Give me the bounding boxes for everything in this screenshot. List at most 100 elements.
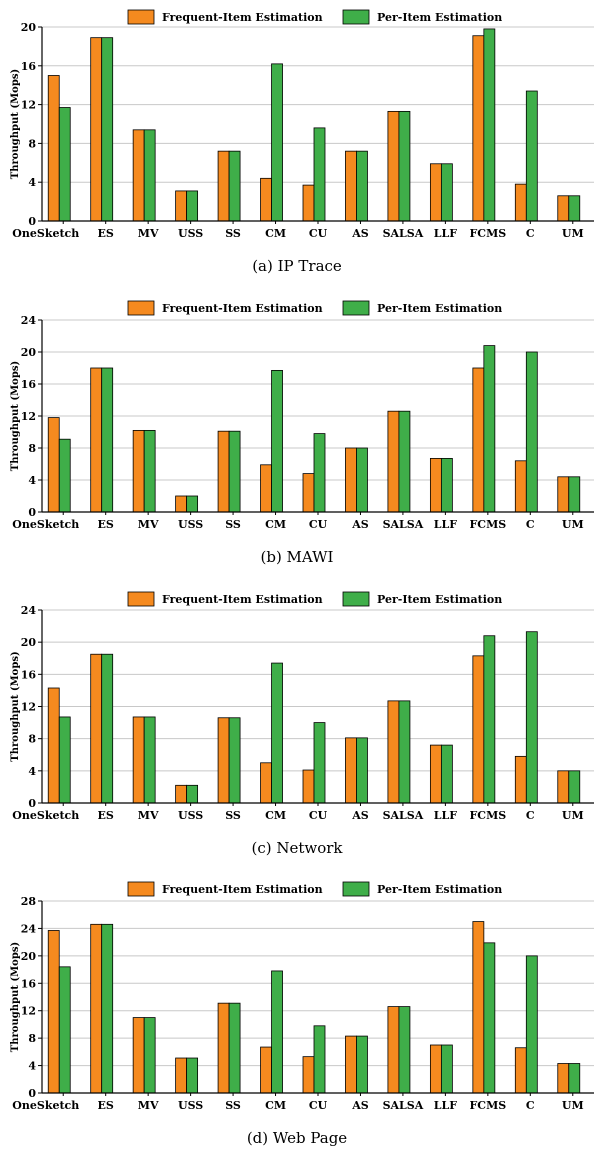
bar xyxy=(387,700,400,804)
y-tick-label: 20 xyxy=(21,636,37,649)
bar xyxy=(47,75,60,222)
bar xyxy=(228,150,241,222)
x-tick-label: SS xyxy=(225,809,241,822)
legend-swatch xyxy=(342,591,370,607)
bar xyxy=(217,150,230,222)
bar xyxy=(514,183,527,222)
y-tick-label: 4 xyxy=(28,176,36,189)
bar xyxy=(132,716,145,804)
y-tick-label: 8 xyxy=(28,733,36,746)
bar xyxy=(525,631,538,804)
x-tick-label: MV xyxy=(138,518,159,531)
bar xyxy=(440,1044,453,1094)
x-tick-label: SS xyxy=(225,1099,241,1112)
y-tick-label: 12 xyxy=(21,99,36,112)
bar xyxy=(101,37,114,222)
bar xyxy=(356,1035,368,1094)
bar xyxy=(387,110,400,222)
bar xyxy=(217,430,230,513)
bar xyxy=(568,195,581,222)
bar xyxy=(345,447,357,513)
bar xyxy=(398,1006,411,1094)
x-tick-label: FCMS xyxy=(470,1099,507,1112)
x-tick-label: SALSA xyxy=(383,518,424,531)
x-tick-label: FCMS xyxy=(470,809,507,822)
bar xyxy=(90,37,103,222)
bar xyxy=(345,1035,357,1094)
x-tick-label: ES xyxy=(98,809,114,822)
chart-caption: (c) Network xyxy=(251,839,343,857)
x-tick-label: LLF xyxy=(434,227,457,240)
bar xyxy=(271,63,283,222)
legend-swatch xyxy=(342,881,370,897)
x-tick-label: ES xyxy=(98,1099,114,1112)
y-tick-label: 24 xyxy=(21,922,37,935)
y-tick-label: 0 xyxy=(28,797,36,810)
x-tick-label: LLF xyxy=(434,809,457,822)
x-tick-label: CU xyxy=(309,809,328,822)
x-tick-label: MV xyxy=(138,227,159,240)
bar xyxy=(483,942,496,1094)
bar xyxy=(58,716,71,804)
x-tick-label: UM xyxy=(562,1099,584,1112)
x-tick-label: CU xyxy=(309,227,328,240)
y-tick-label: 16 xyxy=(21,977,37,990)
bar xyxy=(101,653,114,804)
bar xyxy=(440,457,453,513)
x-tick-label: AS xyxy=(351,518,369,531)
chart-panel: 0 4 8 12 16 20 OneSketch ES MV USS SS CM CU AS SALSA LL… xyxy=(10,9,594,275)
x-tick-label: UM xyxy=(562,518,584,531)
bar xyxy=(557,770,570,804)
bar xyxy=(228,717,241,804)
y-axis-label: Throughput (Mops) xyxy=(10,361,21,471)
bar xyxy=(260,762,272,804)
y-axis-label: Throughput (Mops) xyxy=(10,69,21,179)
bar xyxy=(101,367,114,513)
bar xyxy=(387,410,400,513)
x-tick-label: UM xyxy=(562,227,584,240)
bar xyxy=(313,1025,326,1094)
bar xyxy=(525,955,538,1094)
y-tick-label: 28 xyxy=(21,895,37,908)
bar xyxy=(302,1056,315,1094)
bar xyxy=(525,90,538,222)
bar xyxy=(356,447,368,513)
chart-caption: (a) IP Trace xyxy=(252,257,342,275)
x-tick-label: USS xyxy=(178,1099,203,1112)
y-tick-label: 20 xyxy=(21,950,37,963)
y-tick-label: 4 xyxy=(28,1060,36,1073)
bar xyxy=(101,923,114,1094)
bar xyxy=(313,722,326,804)
x-tick-label: LLF xyxy=(434,1099,457,1112)
bar xyxy=(175,784,188,804)
bar xyxy=(132,129,145,222)
x-tick-label: OneSketch xyxy=(12,809,79,822)
bar xyxy=(429,1044,442,1094)
bar xyxy=(557,476,570,513)
legend-swatch xyxy=(127,881,155,897)
bar xyxy=(90,653,103,804)
bar xyxy=(514,755,527,804)
bar xyxy=(514,460,527,513)
bar xyxy=(175,190,188,222)
bar xyxy=(525,351,538,513)
legend-swatch xyxy=(127,9,155,25)
legend-label: Frequent-Item Estimation xyxy=(162,883,323,896)
bar xyxy=(356,737,368,804)
legend-label: Frequent-Item Estimation xyxy=(162,593,323,606)
bar xyxy=(260,1046,272,1094)
legend-swatch xyxy=(127,300,155,316)
x-tick-label: SALSA xyxy=(383,809,424,822)
bar xyxy=(143,716,156,804)
x-tick-label: OneSketch xyxy=(12,227,79,240)
y-tick-label: 16 xyxy=(21,60,37,73)
bar xyxy=(186,190,199,222)
y-tick-label: 16 xyxy=(21,378,37,391)
y-tick-label: 24 xyxy=(21,604,37,617)
bar xyxy=(228,1002,241,1094)
x-tick-label: MV xyxy=(138,809,159,822)
bar xyxy=(483,345,496,513)
bar xyxy=(260,464,272,513)
y-tick-label: 8 xyxy=(28,1032,36,1045)
bar xyxy=(302,473,315,513)
